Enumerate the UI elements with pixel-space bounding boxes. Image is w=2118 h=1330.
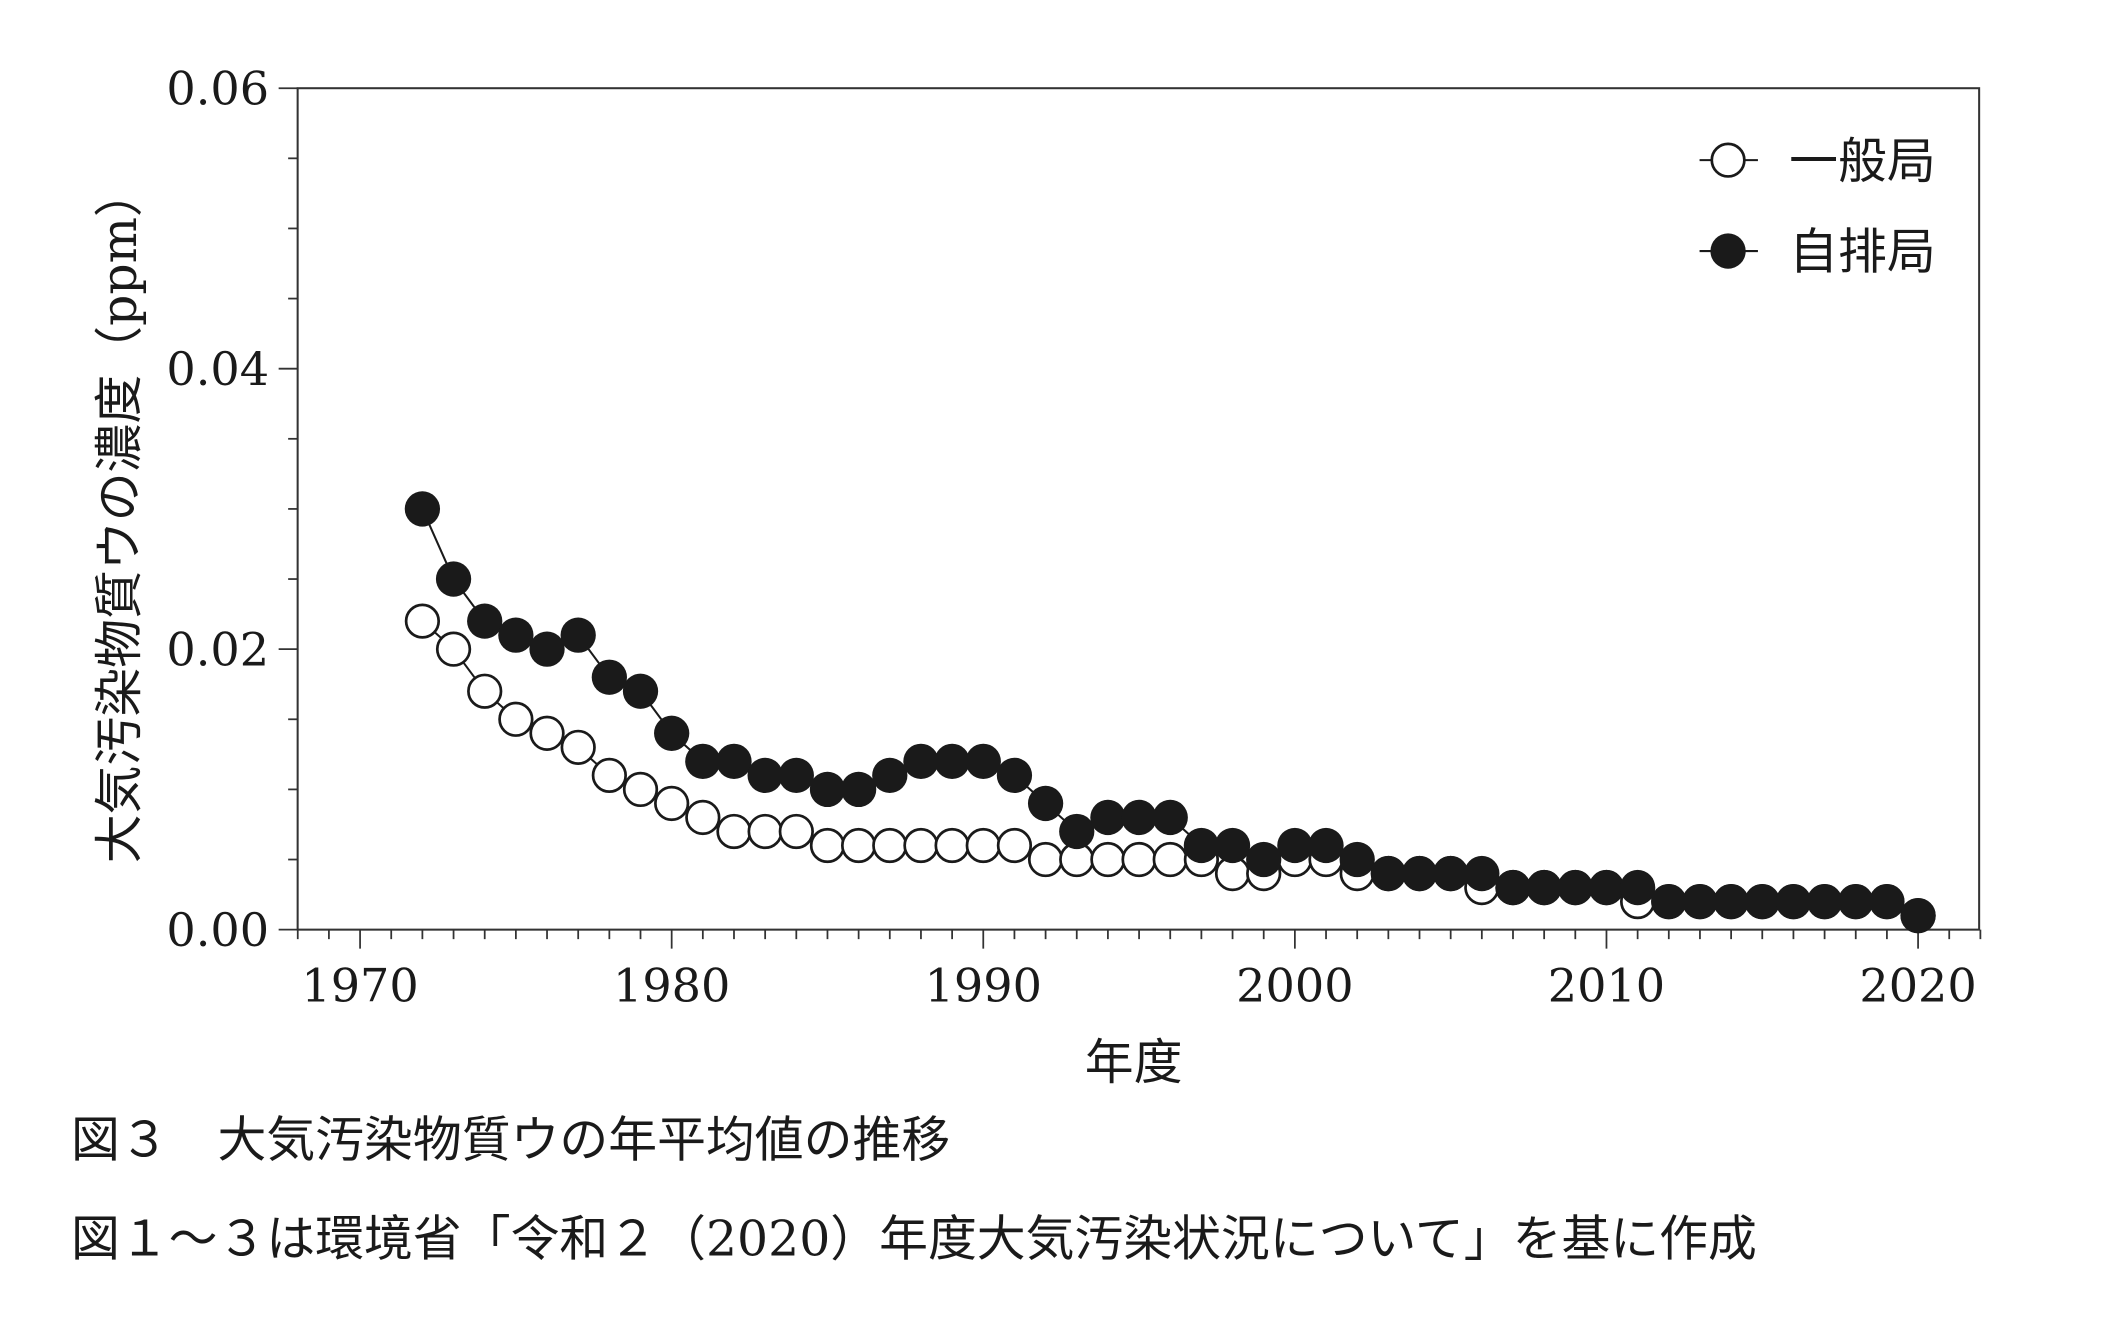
data-point-jihai xyxy=(1557,869,1593,906)
data-point-jihai xyxy=(809,771,846,808)
data-point-jihai xyxy=(1027,785,1064,822)
source-note: 図１～３は環境省「令和２（2020）年度大気汚染状況について」を基に作成 xyxy=(71,1210,1757,1267)
data-point-ippan xyxy=(1121,841,1157,878)
data-point-jihai xyxy=(1059,813,1095,850)
y-axis-label: 大気汚染物質ウの濃度（ppm） xyxy=(91,168,148,863)
data-point-ippan xyxy=(1090,841,1126,878)
data-point-jihai xyxy=(654,715,690,751)
data-point-ippan xyxy=(840,827,877,864)
x-tick-label: 1970 xyxy=(301,959,418,1013)
data-point-jihai xyxy=(1090,799,1126,836)
data-point-jihai xyxy=(1214,827,1251,864)
data-point-jihai xyxy=(1246,841,1282,878)
y-tick-label: 0.02 xyxy=(166,622,269,676)
x-tick-label: 1990 xyxy=(925,959,1042,1013)
x-tick-label: 1980 xyxy=(613,959,730,1013)
x-tick-label: 2000 xyxy=(1236,959,1353,1013)
data-point-jihai xyxy=(1183,827,1220,864)
data-point-jihai xyxy=(1588,869,1625,906)
y-tick-label: 0.00 xyxy=(166,903,269,957)
data-point-jihai xyxy=(467,603,503,639)
data-point-jihai xyxy=(747,757,783,794)
data-point-ippan xyxy=(716,813,752,850)
data-point-jihai xyxy=(1495,869,1531,906)
data-point-ippan xyxy=(654,785,690,822)
data-point-ippan xyxy=(560,729,596,765)
data-point-jihai xyxy=(435,561,472,597)
data-point-jihai xyxy=(872,757,908,794)
data-point-ippan xyxy=(965,827,1001,864)
y-tick-label: 0.06 xyxy=(166,62,269,116)
data-point-jihai xyxy=(840,771,877,808)
data-point-jihai xyxy=(1651,883,1687,920)
data-point-jihai xyxy=(1277,827,1313,864)
data-point-ippan xyxy=(591,757,627,794)
legend-open-circle-icon xyxy=(1710,142,1746,178)
data-point-ippan xyxy=(809,827,846,864)
data-point-ippan xyxy=(903,827,939,864)
data-point-ippan xyxy=(1027,841,1064,878)
data-point-jihai xyxy=(622,673,659,709)
data-point-jihai xyxy=(685,743,721,779)
data-point-jihai xyxy=(1339,841,1375,878)
data-point-jihai xyxy=(1713,883,1749,920)
legend-label-ippan: 一般局 xyxy=(1789,133,1936,190)
data-point-jihai xyxy=(1308,827,1344,864)
data-point-jihai xyxy=(716,743,752,779)
data-point-jihai xyxy=(1682,883,1718,920)
data-point-jihai xyxy=(778,757,814,794)
data-point-jihai xyxy=(529,631,565,667)
x-tick-label: 2010 xyxy=(1548,959,1665,1013)
data-point-jihai xyxy=(404,491,441,527)
data-point-jihai xyxy=(1900,897,1936,934)
data-point-jihai xyxy=(1744,883,1780,920)
data-point-ippan xyxy=(467,673,503,709)
legend-label-jihai: 自排局 xyxy=(1789,224,1936,281)
data-point-jihai xyxy=(591,659,627,695)
data-point-ippan xyxy=(622,771,659,808)
data-point-jihai xyxy=(560,617,596,653)
data-point-jihai xyxy=(934,743,970,779)
x-tick-label: 2020 xyxy=(1859,959,1976,1013)
data-point-jihai xyxy=(1526,869,1562,906)
data-point-jihai xyxy=(1869,883,1905,920)
data-point-jihai xyxy=(1433,855,1469,892)
data-point-ippan xyxy=(996,827,1033,864)
data-point-ippan xyxy=(685,799,721,836)
data-point-ippan xyxy=(1152,841,1188,878)
data-point-ippan xyxy=(498,701,534,737)
data-point-jihai xyxy=(996,757,1033,794)
data-point-ippan xyxy=(404,603,441,639)
data-point-jihai xyxy=(1401,855,1438,892)
legend-filled-circle-icon xyxy=(1710,233,1746,269)
data-point-jihai xyxy=(1619,869,1656,906)
data-point-jihai xyxy=(1775,883,1812,920)
figure-caption: 図３ 大気汚染物質ウの年平均値の推移 xyxy=(71,1111,950,1168)
data-point-jihai xyxy=(498,617,534,653)
data-point-jihai xyxy=(1121,799,1157,836)
legend: 一般局 自排局 xyxy=(1699,133,1936,281)
data-point-ippan xyxy=(934,827,970,864)
data-point-jihai xyxy=(1838,883,1874,920)
data-point-jihai xyxy=(903,743,939,779)
data-point-ippan xyxy=(872,827,908,864)
data-point-ippan xyxy=(435,631,472,667)
data-point-jihai xyxy=(1370,855,1406,892)
data-point-jihai xyxy=(1152,799,1188,836)
x-axis-label: 年度 xyxy=(1085,1034,1183,1091)
data-point-jihai xyxy=(1464,855,1500,892)
data-point-ippan xyxy=(529,715,565,751)
data-point-jihai xyxy=(965,743,1001,779)
data-point-ippan xyxy=(778,813,814,850)
data-point-jihai xyxy=(1806,883,1843,920)
y-tick-label: 0.04 xyxy=(166,342,269,396)
data-point-ippan xyxy=(747,813,783,850)
